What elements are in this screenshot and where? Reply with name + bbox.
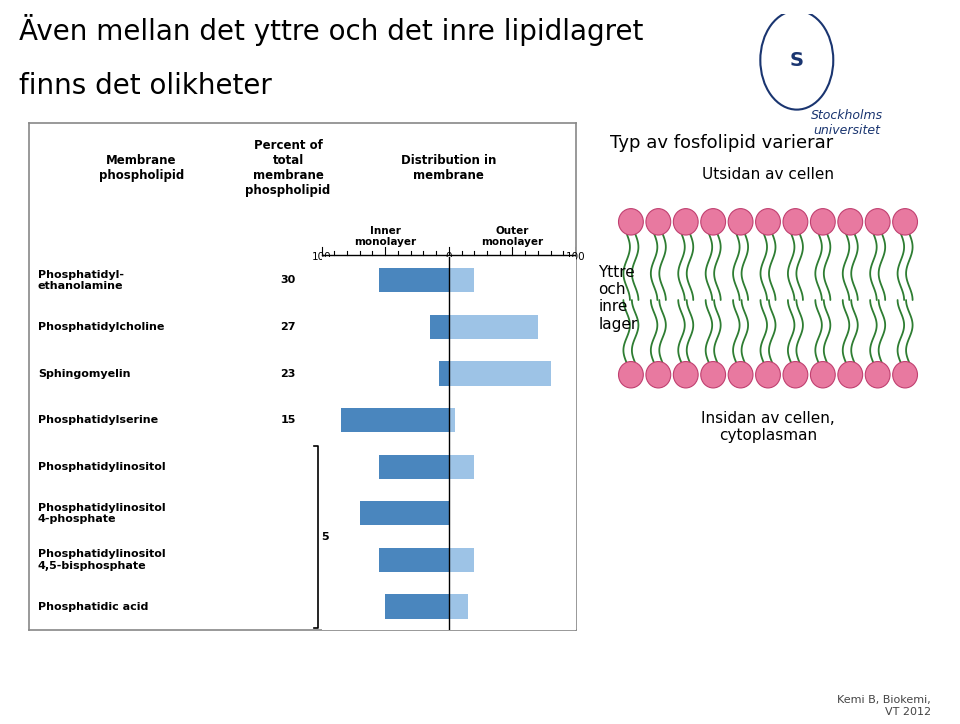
Text: Distribution in
membrane: Distribution in membrane bbox=[401, 154, 496, 182]
Text: Phosphatidic acid: Phosphatidic acid bbox=[37, 602, 148, 612]
Circle shape bbox=[701, 361, 726, 388]
Text: 100: 100 bbox=[312, 252, 331, 262]
Bar bbox=[449, 361, 551, 386]
Bar bbox=[360, 501, 449, 526]
Text: Membrane
phospholipid: Membrane phospholipid bbox=[99, 154, 184, 182]
Circle shape bbox=[729, 209, 753, 235]
Text: 0: 0 bbox=[445, 252, 452, 262]
Circle shape bbox=[838, 209, 863, 235]
Text: Phosphatidylinositol: Phosphatidylinositol bbox=[37, 462, 165, 472]
Circle shape bbox=[756, 209, 780, 235]
Bar bbox=[449, 594, 468, 619]
Bar bbox=[430, 315, 449, 339]
Bar bbox=[449, 315, 538, 339]
Text: 5: 5 bbox=[322, 531, 329, 542]
Text: Outer
monolayer: Outer monolayer bbox=[481, 226, 543, 248]
Bar bbox=[385, 594, 449, 619]
Text: Phosphatidyl-
ethanolamine: Phosphatidyl- ethanolamine bbox=[37, 269, 124, 291]
Text: 27: 27 bbox=[280, 322, 296, 332]
Text: 30: 30 bbox=[280, 275, 296, 285]
Text: Inner
monolayer: Inner monolayer bbox=[354, 226, 417, 248]
Bar bbox=[449, 455, 474, 479]
Bar bbox=[341, 408, 449, 432]
Text: Typ av fosfolipid varierar: Typ av fosfolipid varierar bbox=[610, 134, 833, 152]
Text: finns det olikheter: finns det olikheter bbox=[19, 72, 272, 101]
Bar bbox=[449, 268, 474, 292]
Text: Phosphatidylserine: Phosphatidylserine bbox=[37, 415, 158, 425]
Text: Insidan av cellen,
cytoplasman: Insidan av cellen, cytoplasman bbox=[701, 411, 835, 443]
Bar bbox=[439, 361, 449, 386]
Bar bbox=[449, 408, 455, 432]
Circle shape bbox=[673, 209, 698, 235]
Text: Phosphatidylinositol
4,5-bisphosphate: Phosphatidylinositol 4,5-bisphosphate bbox=[37, 550, 165, 571]
Circle shape bbox=[646, 361, 671, 388]
Circle shape bbox=[618, 209, 643, 235]
Text: Utsidan av cellen: Utsidan av cellen bbox=[702, 167, 834, 182]
Circle shape bbox=[783, 209, 807, 235]
Text: Sphingomyelin: Sphingomyelin bbox=[37, 369, 131, 379]
Bar bbox=[449, 548, 474, 572]
Text: Percent of
total
membrane
phospholipid: Percent of total membrane phospholipid bbox=[246, 139, 330, 198]
Circle shape bbox=[838, 361, 863, 388]
Text: Även mellan det yttre och det inre lipidlagret: Även mellan det yttre och det inre lipid… bbox=[19, 14, 643, 46]
Text: Yttre
och
inre
lager: Yttre och inre lager bbox=[598, 265, 637, 332]
Circle shape bbox=[865, 361, 890, 388]
Circle shape bbox=[756, 361, 780, 388]
Circle shape bbox=[701, 209, 726, 235]
Bar bbox=[379, 268, 449, 292]
Circle shape bbox=[810, 361, 835, 388]
Text: Phosphatidylinositol
4-phosphate: Phosphatidylinositol 4-phosphate bbox=[37, 502, 165, 524]
Text: Stockholms
universitet: Stockholms universitet bbox=[810, 109, 883, 137]
Text: 15: 15 bbox=[280, 415, 296, 425]
Circle shape bbox=[893, 361, 918, 388]
Text: 100: 100 bbox=[566, 252, 586, 262]
Circle shape bbox=[729, 361, 753, 388]
Circle shape bbox=[646, 209, 671, 235]
Circle shape bbox=[673, 361, 698, 388]
Circle shape bbox=[893, 209, 918, 235]
Circle shape bbox=[783, 361, 807, 388]
Text: Phosphatidylcholine: Phosphatidylcholine bbox=[37, 322, 164, 332]
Text: 23: 23 bbox=[280, 369, 296, 379]
Bar bbox=[379, 548, 449, 572]
Text: S: S bbox=[790, 51, 804, 70]
Bar bbox=[379, 455, 449, 479]
Circle shape bbox=[618, 361, 643, 388]
Text: Kemi B, Biokemi,
VT 2012: Kemi B, Biokemi, VT 2012 bbox=[837, 695, 931, 717]
Circle shape bbox=[810, 209, 835, 235]
Circle shape bbox=[865, 209, 890, 235]
